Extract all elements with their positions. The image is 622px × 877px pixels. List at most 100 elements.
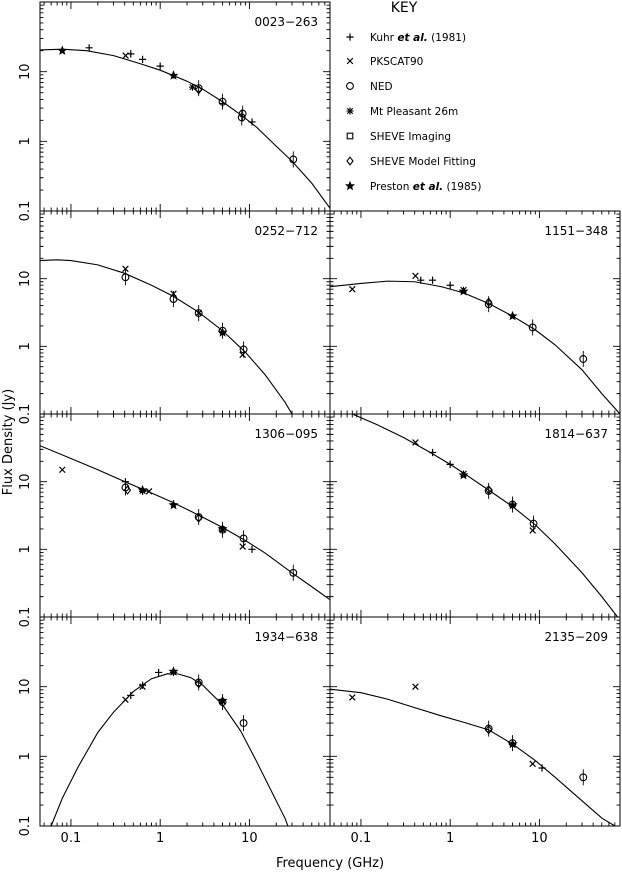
panel-0252−712: 0.1 1 10 0252−712 (18, 210, 331, 424)
y-tick-label: 0.1 (18, 816, 33, 837)
y-tick-label: 1 (18, 342, 33, 350)
data-point-plus (154, 668, 163, 677)
data-point-circle (579, 355, 588, 363)
data-point-asterisk (188, 83, 197, 91)
data-point-plus (428, 276, 437, 284)
data-point-plus (417, 276, 425, 284)
key-entry-label: SHEVE Model Fitting (370, 156, 476, 168)
data-point-cross (122, 696, 129, 704)
data-point-circle (239, 719, 248, 728)
data-point-cross (529, 760, 536, 768)
data-point-circle (528, 323, 537, 332)
key-entry-label: PKSCAT90 (370, 56, 423, 68)
key-marker-circle (346, 82, 354, 90)
data-point-diamond (194, 85, 203, 95)
panel-1151−348: 1151−348 (329, 210, 621, 415)
y-tick-label: 0.1 (18, 201, 33, 222)
y-tick-label: 1 (18, 752, 33, 760)
y-tick-label: 10 (18, 63, 33, 80)
data-point-circle (194, 678, 203, 687)
data-points (122, 666, 248, 732)
data-points (348, 272, 588, 367)
data-point-circle (289, 155, 298, 164)
panels-layer: 0.1 1 10 0023−263 0.1 1 10 0252−712 1151−348 0.1 1… (18, 1, 621, 846)
key-marker-square (346, 132, 354, 140)
data-point-plus (169, 500, 178, 508)
data-point-cross (348, 694, 356, 701)
y-tick-label: 10 (18, 473, 33, 490)
data-point-circle (239, 534, 248, 543)
fit-curve (330, 280, 620, 414)
key-entry: SHEVE Model Fitting (346, 156, 476, 168)
data-point-plus (127, 691, 135, 699)
data-point-circle (169, 295, 178, 303)
data-point-plus (446, 281, 454, 289)
key-entry: Kuhr et al. (1981) (346, 32, 466, 44)
data-point-star (507, 310, 518, 321)
data-point-cross (412, 272, 419, 280)
fit-curve (40, 259, 293, 414)
data-point-circle (289, 568, 298, 577)
key-title: KEY (391, 0, 418, 16)
panel-2135−209: 0.1 1 10 2135−209 (329, 616, 621, 846)
axis-ticks (40, 617, 331, 827)
panel-frame (39, 210, 331, 415)
fit-curve (40, 48, 330, 209)
axis-ticks (40, 414, 331, 618)
y-tick-label: 1 (18, 137, 33, 145)
y-tick-label: 1 (18, 545, 33, 553)
data-point-cross (460, 470, 467, 478)
data-point-cross (412, 683, 419, 690)
source-label: 1934−638 (255, 630, 319, 644)
data-point-star (507, 499, 518, 510)
key-entry: NED (346, 81, 393, 93)
axis-ticks (330, 211, 621, 415)
axis-ticks (330, 617, 621, 827)
panel-frame (39, 413, 331, 618)
key-entry-label: Mt Pleasant 26m (370, 106, 458, 118)
fit-curve (352, 414, 619, 617)
data-point-cross (195, 309, 202, 317)
data-point-plus (127, 50, 135, 58)
data-point-cross (529, 527, 536, 534)
key-marker-asterisk (346, 107, 354, 115)
data-point-plus (428, 448, 437, 457)
data-point-plus (138, 55, 147, 63)
panel-0023−263: 0.1 1 10 0023−263 (18, 1, 331, 222)
data-point-circle (238, 109, 247, 118)
source-label: 0023−263 (255, 15, 319, 29)
data-point-diamond (484, 485, 493, 495)
key-marker-plus (346, 33, 354, 41)
data-point-plus (248, 118, 256, 126)
data-points (348, 683, 588, 786)
data-point-circle (579, 773, 588, 782)
axis-ticks (330, 414, 621, 618)
data-point-circle (194, 84, 203, 93)
panel-frame (329, 616, 621, 827)
data-point-diamond (484, 725, 493, 735)
panel-1814−637: 1814−637 (329, 413, 621, 618)
data-point-star (217, 523, 228, 534)
key-entry-label: Kuhr et al. (1981) (370, 32, 466, 44)
data-point-plus (248, 545, 256, 553)
data-point-star (458, 286, 469, 296)
key-legend: KEY Kuhr et al. (1981) PKSCAT90 NED Mt Pleas… (345, 0, 481, 193)
data-point-star (217, 695, 228, 705)
key-entry-label: Preston et al. (1985) (370, 181, 481, 193)
data-point-cross (145, 488, 153, 495)
data-point-cross (348, 285, 356, 293)
data-point-plus (85, 44, 93, 52)
data-point-star (507, 738, 518, 749)
data-point-circle (121, 273, 130, 282)
data-point-cross (412, 439, 419, 446)
data-point-plus (169, 71, 178, 79)
data-point-diamond (194, 513, 203, 523)
data-point-cross (58, 466, 66, 474)
key-marker-star (345, 180, 355, 191)
data-point-plus (169, 668, 178, 677)
x-tick-label: 1 (446, 831, 454, 846)
data-point-cross (139, 683, 146, 690)
x-tick-label: 0.1 (351, 831, 372, 846)
data-point-plus (138, 487, 147, 495)
